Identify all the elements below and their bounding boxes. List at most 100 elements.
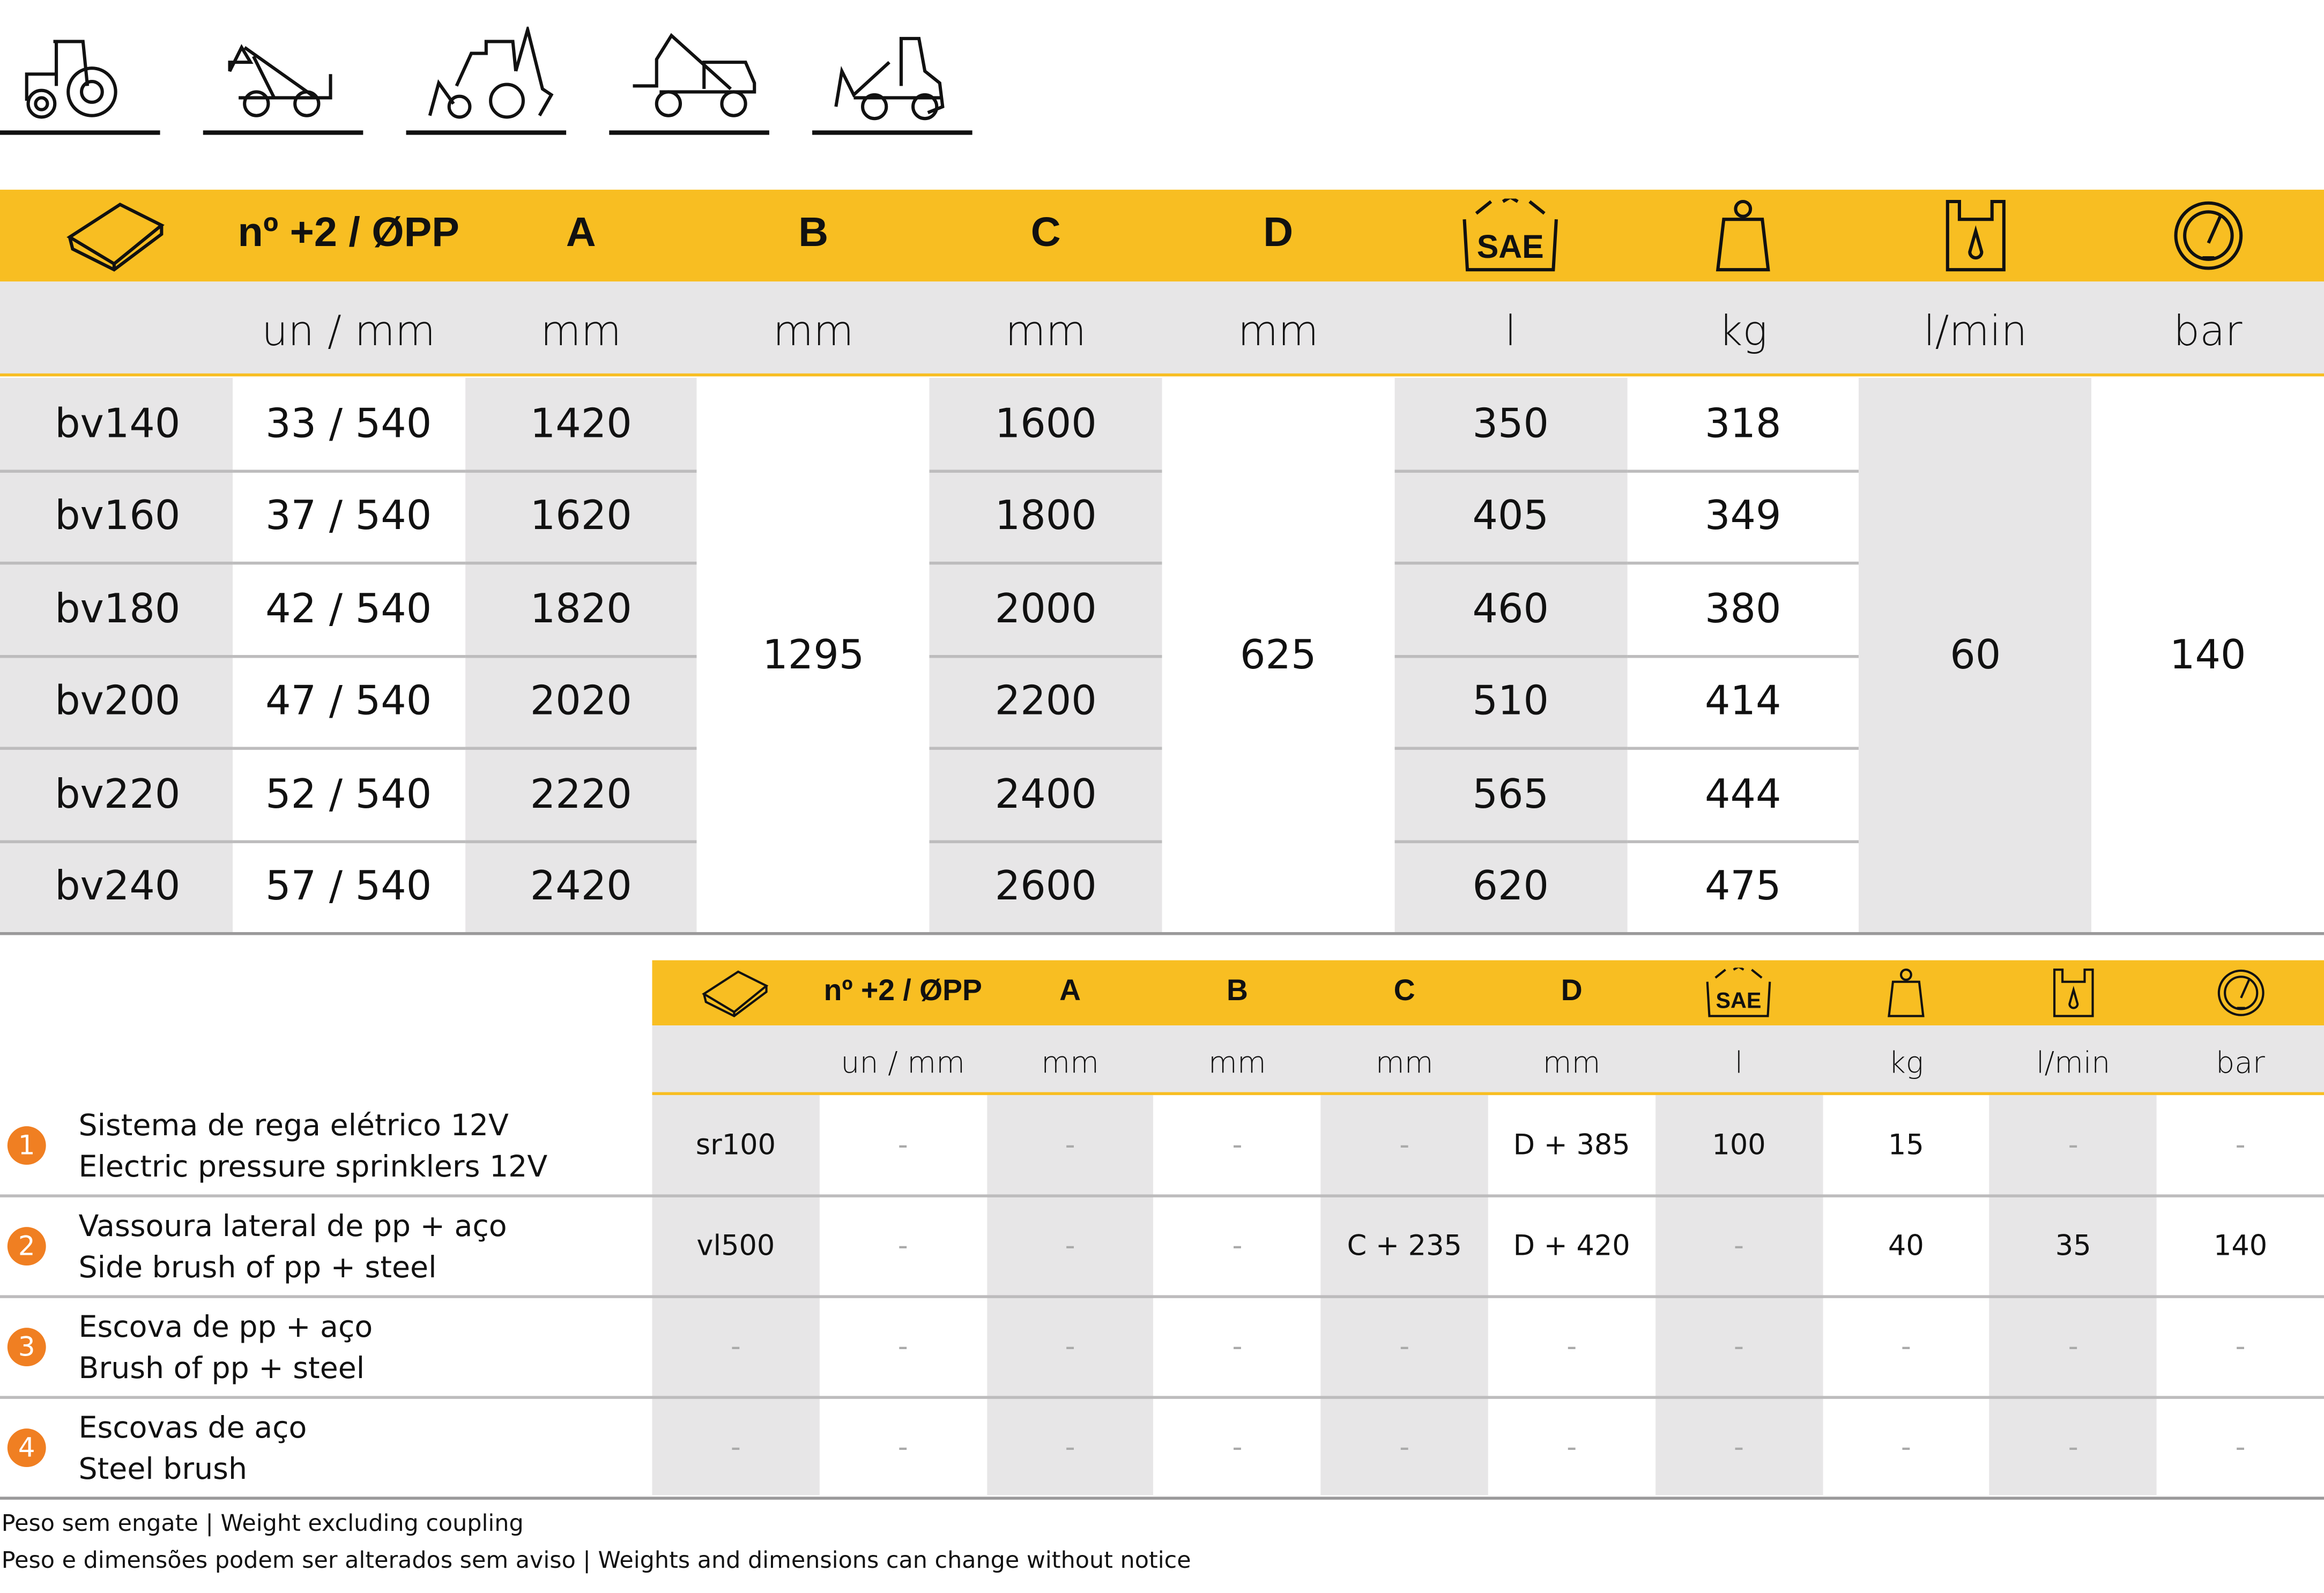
column-header: D <box>1263 209 1294 255</box>
column-unit: mm <box>540 306 622 355</box>
wheel-loader-icon <box>812 18 972 136</box>
column-unit: mm <box>773 306 854 355</box>
cell: - <box>1065 1129 1075 1162</box>
option-label: Escova de pp + aço Brush of pp + steel <box>79 1306 373 1389</box>
row-divider <box>929 561 1162 565</box>
cell-C: 2400 <box>994 771 1097 818</box>
row-divider <box>232 469 465 472</box>
cell: 35 <box>2055 1230 2091 1263</box>
row-divider <box>929 839 1162 843</box>
column-header: C <box>1393 974 1415 1007</box>
column-header: D <box>1561 974 1583 1007</box>
row-divider <box>0 839 233 843</box>
footer-note-change: Peso e dimensões podem ser alterados sem… <box>1 1547 1191 1574</box>
cell-A: 1620 <box>530 494 632 540</box>
cell: vl500 <box>696 1230 775 1263</box>
cell: - <box>1900 1431 1911 1464</box>
option-number-badge: 2 <box>7 1227 46 1266</box>
cell: - <box>897 1431 908 1464</box>
column-header: B <box>798 209 829 255</box>
cell-model: bv180 <box>55 586 181 632</box>
tractor-icon <box>0 18 160 136</box>
svg-text:SAE: SAE <box>1716 988 1762 1013</box>
row-divider <box>929 747 1162 750</box>
header-row <box>652 960 2324 1026</box>
column-header: nº +2 / ØPP <box>237 209 459 255</box>
divider <box>0 130 160 135</box>
cell: - <box>1232 1330 1243 1364</box>
cell-brush: 52 / 540 <box>265 771 432 818</box>
cell: - <box>1065 1330 1075 1364</box>
cell: - <box>1232 1431 1243 1464</box>
row-divider <box>232 561 465 565</box>
cell: - <box>1566 1431 1577 1464</box>
row-divider <box>232 747 465 750</box>
cell: - <box>2068 1129 2078 1162</box>
column-unit: mm <box>1542 1045 1601 1081</box>
column-header: A <box>1059 974 1081 1007</box>
cell: - <box>1734 1330 1744 1364</box>
cell-brush: 33 / 540 <box>265 401 432 448</box>
cell-model: bv140 <box>55 401 181 448</box>
hydraulic-tank-icon <box>1989 961 2157 1026</box>
cell: - <box>897 1230 908 1263</box>
label-en: Steel brush <box>78 1450 248 1486</box>
cell-kg: 318 <box>1705 401 1781 448</box>
cell: 140 <box>2213 1230 2268 1263</box>
row-divider <box>0 1194 2324 1197</box>
cell: D + 385 <box>1513 1129 1630 1162</box>
telehandler-icon <box>203 18 363 136</box>
weight-icon <box>1822 961 1989 1026</box>
column-unit: mm <box>1208 1045 1266 1081</box>
option-row: 2 Vassoura lateral de pp + aço Side brush … <box>0 1196 2324 1297</box>
column-header: nº +2 / ØPP <box>823 974 982 1007</box>
cell: C + 235 <box>1347 1230 1462 1263</box>
cell: - <box>1399 1129 1410 1162</box>
cell-A: 2020 <box>530 679 632 725</box>
column-unit: kg <box>1718 306 1768 355</box>
row-divider <box>464 469 697 472</box>
row-divider <box>0 1497 2324 1500</box>
column-unit: mm <box>1237 306 1319 355</box>
row-divider <box>0 469 233 472</box>
cell: 100 <box>1712 1129 1766 1162</box>
merged-B: 1295 <box>762 632 865 679</box>
cell-A: 1420 <box>530 401 632 448</box>
cell: - <box>1734 1431 1744 1464</box>
cell: - <box>730 1431 741 1464</box>
option-number-badge: 3 <box>7 1328 46 1367</box>
label-en: Side brush of pp + steel <box>78 1249 437 1285</box>
cell: - <box>1900 1330 1911 1364</box>
row-divider <box>652 1092 2324 1096</box>
cell: - <box>897 1330 908 1364</box>
option-row: 3 Escova de pp + aço Brush of pp + steel <box>0 1297 2324 1397</box>
row-divider <box>1394 654 1627 658</box>
row-divider <box>232 654 465 658</box>
row-divider <box>1394 469 1627 472</box>
hydraulic-tank-icon <box>1859 190 2091 281</box>
cell-A: 2220 <box>530 771 632 818</box>
cell-model: bv200 <box>55 679 181 725</box>
weight-icon <box>1627 190 1859 281</box>
svg-text:SAE: SAE <box>1477 228 1544 265</box>
label-pt: Vassoura lateral de pp + aço <box>78 1208 507 1244</box>
row-divider <box>464 839 697 843</box>
row-divider <box>929 654 1162 658</box>
cell: - <box>2235 1129 2246 1162</box>
column-header: B <box>1226 974 1248 1007</box>
cell-model: bv160 <box>55 494 181 540</box>
row-divider <box>1394 561 1627 565</box>
row-divider <box>1627 654 1860 658</box>
row-divider <box>464 561 697 565</box>
cell-oil: 510 <box>1472 679 1549 725</box>
cell: - <box>730 1330 741 1364</box>
cell: 40 <box>1888 1230 1924 1263</box>
units-row <box>652 1025 2324 1094</box>
gauge-icon <box>2092 190 2324 281</box>
cell: D + 420 <box>1513 1230 1630 1263</box>
divider <box>406 130 567 135</box>
row-divider <box>1627 747 1860 750</box>
column-unit: mm <box>1005 306 1087 355</box>
cell-kg: 380 <box>1705 586 1781 632</box>
column-unit: bar <box>2173 306 2243 355</box>
